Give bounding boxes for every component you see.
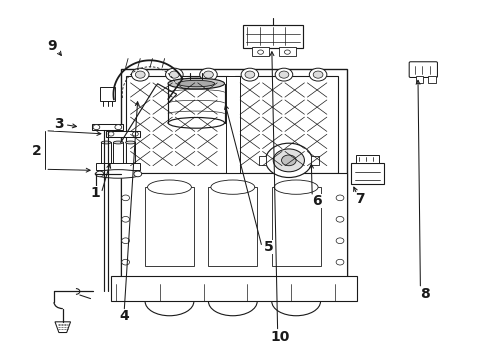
Bar	[97, 163, 140, 170]
Circle shape	[285, 50, 290, 54]
Bar	[100, 87, 115, 102]
Circle shape	[203, 71, 213, 78]
Bar	[106, 131, 140, 137]
Circle shape	[336, 195, 344, 201]
Text: 10: 10	[270, 330, 290, 344]
Bar	[252, 47, 270, 56]
Bar	[351, 163, 384, 184]
Circle shape	[273, 149, 304, 172]
Bar	[111, 276, 357, 301]
Circle shape	[279, 71, 289, 78]
Circle shape	[96, 171, 104, 177]
Text: 8: 8	[420, 287, 430, 301]
Circle shape	[132, 132, 138, 136]
Bar	[259, 156, 267, 165]
Circle shape	[282, 155, 296, 166]
Polygon shape	[55, 322, 71, 333]
Bar	[114, 143, 123, 164]
Text: 2: 2	[31, 144, 41, 158]
Text: 6: 6	[312, 194, 322, 208]
FancyBboxPatch shape	[409, 62, 438, 77]
Ellipse shape	[114, 141, 123, 144]
Bar	[356, 155, 379, 163]
Ellipse shape	[147, 180, 192, 194]
Ellipse shape	[274, 180, 318, 194]
Circle shape	[336, 259, 344, 265]
Bar	[311, 156, 319, 165]
Ellipse shape	[101, 141, 111, 144]
Bar	[272, 187, 320, 266]
Circle shape	[245, 71, 255, 78]
Circle shape	[166, 68, 183, 81]
Circle shape	[336, 238, 344, 244]
Text: 9: 9	[48, 39, 57, 53]
Bar	[121, 69, 347, 280]
Text: 1: 1	[90, 186, 100, 200]
Circle shape	[122, 195, 129, 201]
Bar	[428, 76, 436, 83]
Circle shape	[336, 216, 344, 222]
Circle shape	[131, 68, 149, 81]
Circle shape	[170, 71, 179, 78]
Circle shape	[115, 125, 122, 130]
Bar	[225, 76, 240, 173]
Circle shape	[122, 216, 129, 222]
Text: 7: 7	[355, 192, 364, 206]
Bar	[125, 143, 135, 164]
Ellipse shape	[168, 117, 224, 128]
Circle shape	[122, 238, 129, 244]
Bar	[235, 76, 338, 173]
Circle shape	[266, 143, 312, 177]
Ellipse shape	[168, 78, 224, 89]
Ellipse shape	[178, 80, 215, 87]
Circle shape	[93, 125, 100, 130]
Ellipse shape	[95, 170, 142, 178]
Bar	[121, 173, 347, 280]
Text: 3: 3	[54, 117, 64, 131]
Circle shape	[134, 171, 142, 177]
Circle shape	[258, 50, 264, 54]
Bar	[279, 47, 296, 56]
Text: 5: 5	[264, 240, 273, 254]
Bar	[208, 187, 257, 266]
Circle shape	[275, 68, 293, 81]
Circle shape	[108, 132, 114, 136]
Text: 4: 4	[119, 310, 129, 323]
Circle shape	[309, 68, 327, 81]
Circle shape	[313, 71, 323, 78]
Circle shape	[241, 68, 259, 81]
Bar	[416, 76, 423, 83]
Bar	[125, 76, 228, 173]
Bar	[243, 24, 303, 48]
Ellipse shape	[125, 141, 135, 144]
Bar	[92, 124, 123, 130]
Ellipse shape	[211, 180, 255, 194]
Circle shape	[135, 71, 145, 78]
Bar	[145, 187, 194, 266]
Circle shape	[122, 259, 129, 265]
Bar	[101, 143, 111, 164]
Circle shape	[200, 68, 217, 81]
